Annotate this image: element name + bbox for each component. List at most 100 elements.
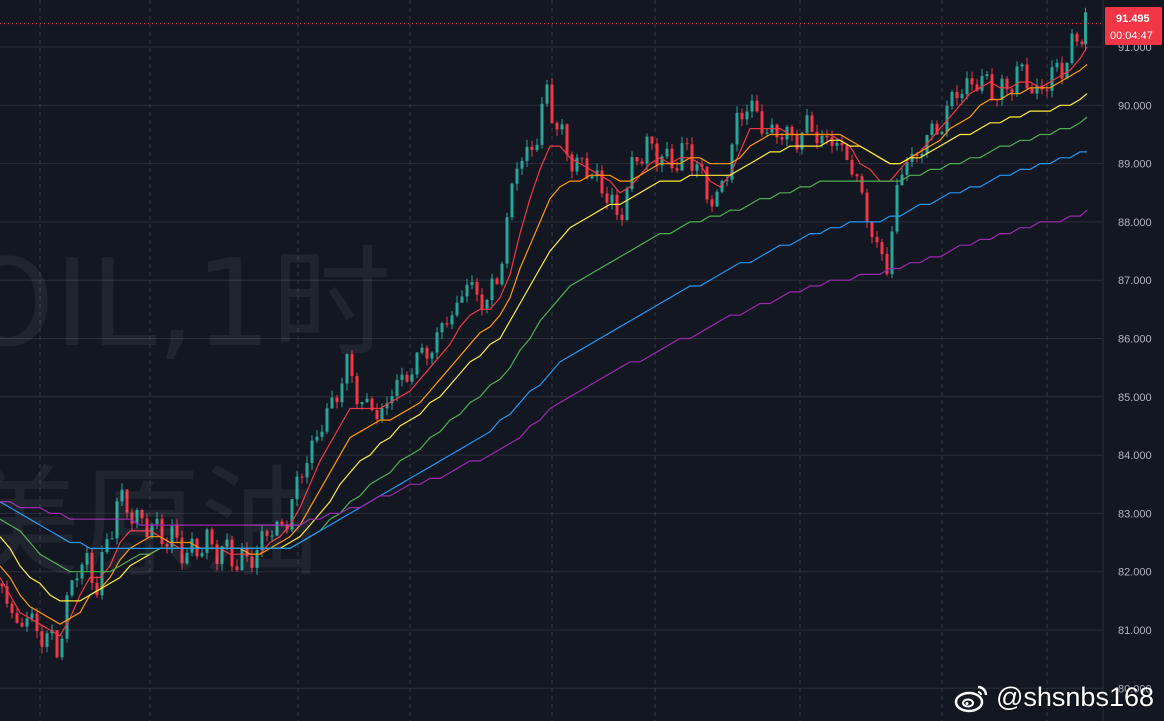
candle-body: [865, 192, 869, 222]
candle-body: [660, 156, 664, 166]
candle-body: [565, 124, 569, 155]
candle-body: [820, 135, 824, 144]
candle-body: [880, 242, 884, 254]
candle-body: [205, 529, 209, 553]
candle-body: [685, 143, 689, 145]
candle-body: [655, 143, 659, 166]
price-tick-label: 84.000: [1118, 450, 1152, 462]
candle-body: [920, 153, 924, 156]
price-tick-label: 85.000: [1118, 392, 1152, 404]
candle-body: [505, 217, 509, 264]
candle-body: [810, 115, 814, 132]
moving-average-4: [0, 116, 1088, 573]
candle-body: [965, 78, 969, 95]
candle-body: [855, 174, 859, 177]
price-tick-label: 86.000: [1118, 334, 1152, 346]
candle-body: [350, 353, 354, 376]
candle-body: [395, 379, 399, 397]
candle-body: [975, 84, 979, 91]
candle-body: [10, 603, 14, 614]
candle-body: [375, 410, 379, 420]
candle-body: [475, 282, 479, 295]
candle-body: [215, 544, 219, 564]
candle-body: [590, 176, 594, 179]
candle-body: [715, 191, 719, 207]
candle-body: [15, 613, 19, 623]
candle-body: [175, 525, 179, 538]
price-tick-label: 88.000: [1118, 217, 1152, 229]
candle-body: [890, 231, 894, 275]
candle-body: [60, 638, 64, 658]
candle-body: [885, 253, 889, 275]
candle-body: [235, 566, 239, 571]
candle-body: [1035, 85, 1039, 94]
candle-body: [90, 552, 94, 584]
moving-average-5: [0, 151, 1087, 550]
candle-body: [735, 112, 739, 145]
candle-body: [110, 538, 114, 540]
price-tick-label: 81.000: [1118, 625, 1152, 637]
candle-body: [1075, 33, 1079, 42]
candle-body: [85, 552, 89, 565]
candle-body: [180, 537, 184, 564]
candle-body: [875, 237, 879, 243]
candle-body: [320, 431, 324, 437]
candle-body: [0, 583, 4, 587]
candle-body: [540, 103, 544, 145]
candle-body: [500, 263, 504, 285]
candle-body: [940, 131, 944, 135]
candlestick-series: [0, 7, 1087, 661]
candle-body: [450, 315, 454, 325]
candle-body: [5, 586, 9, 604]
candle-body: [265, 531, 269, 536]
candle-body: [485, 299, 489, 309]
candle-body: [385, 403, 389, 409]
candle-body: [665, 148, 669, 157]
candle-body: [95, 583, 99, 596]
candle-body: [20, 622, 24, 627]
candle-body: [405, 374, 409, 382]
candle-body: [490, 278, 494, 300]
candle-body: [605, 193, 609, 203]
candle-body: [515, 168, 519, 184]
candle-body: [1084, 12, 1087, 45]
candle-body: [545, 84, 549, 104]
candle-body: [870, 221, 874, 238]
candle-body: [295, 476, 299, 500]
candle-body: [195, 538, 199, 557]
candle-body: [465, 284, 469, 297]
candle-body: [70, 580, 74, 596]
candle-body: [650, 136, 654, 144]
candle-body: [955, 92, 959, 99]
candle-body: [140, 510, 144, 519]
candle-body: [425, 347, 429, 359]
candle-body: [255, 550, 259, 568]
candle-body: [200, 552, 204, 557]
candle-body: [220, 546, 224, 564]
candle-body: [840, 142, 844, 146]
candle-body: [670, 148, 674, 169]
candle-body: [290, 499, 294, 530]
candle-body: [930, 123, 934, 135]
candle-body: [260, 531, 264, 551]
candle-body: [1030, 88, 1034, 94]
price-axis[interactable]: 81.000 82.000 83.000 84.000 85.000 86.000 87.0…: [1102, 0, 1152, 721]
candle-body: [1015, 66, 1019, 95]
candle-body: [1010, 89, 1014, 95]
candle-body: [630, 157, 634, 190]
candle-body: [420, 347, 424, 353]
candle-body: [760, 111, 764, 134]
candle-body: [980, 76, 984, 91]
candle-body: [775, 124, 779, 138]
candle-body: [40, 631, 44, 647]
candle-body: [360, 402, 364, 405]
candle-body: [410, 374, 414, 382]
candle-body: [895, 185, 899, 232]
candle-body: [800, 132, 804, 150]
candle-body: [780, 137, 784, 140]
candle-body: [25, 618, 29, 627]
bar-countdown-label: 00:04:47: [1110, 30, 1153, 42]
candle-body: [115, 501, 119, 539]
